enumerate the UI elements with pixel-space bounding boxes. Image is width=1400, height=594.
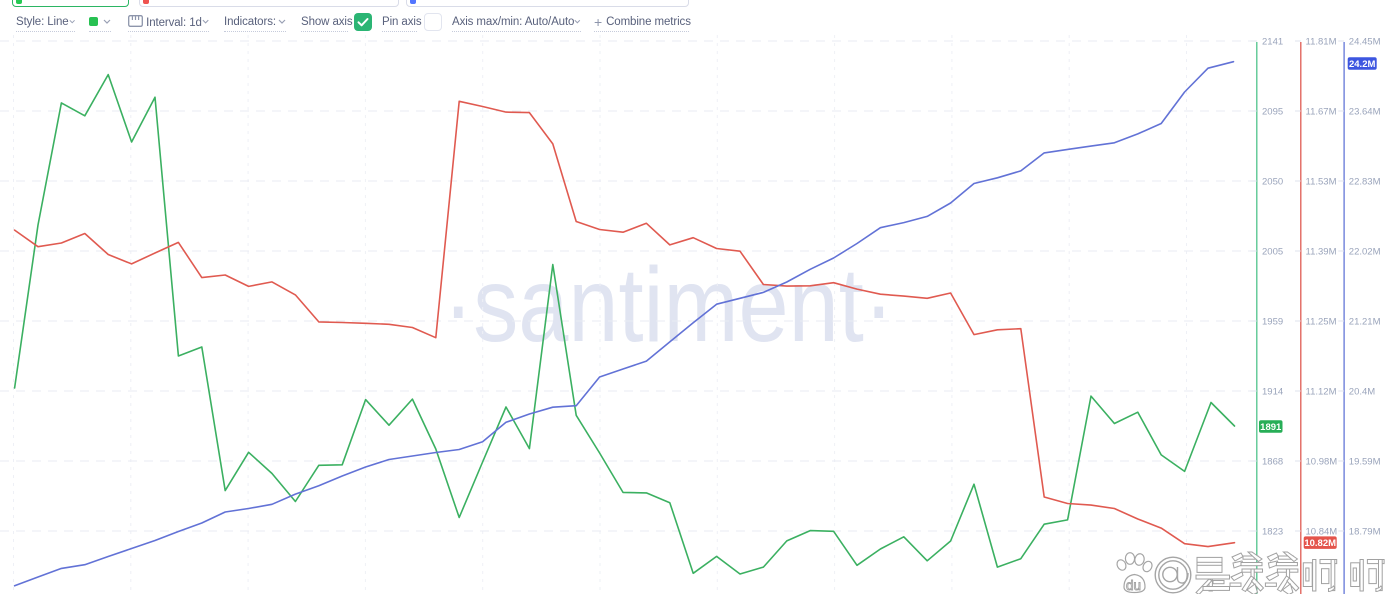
svg-text:23.64M: 23.64M [1349, 106, 1381, 117]
svg-text:2141: 2141 [1262, 36, 1283, 47]
svg-text:2005: 2005 [1262, 246, 1283, 257]
svg-text:1868: 1868 [1262, 456, 1283, 467]
svg-text:du: du [1126, 578, 1141, 593]
svg-text:21.21M: 21.21M [1349, 316, 1381, 327]
svg-text:11.53M: 11.53M [1306, 176, 1337, 187]
svg-text:1823: 1823 [1262, 526, 1283, 537]
svg-text:11.25M: 11.25M [1306, 316, 1337, 327]
svg-text:·santiment·: ·santiment· [443, 245, 894, 364]
svg-text:1914: 1914 [1262, 386, 1283, 397]
svg-text:11.67M: 11.67M [1306, 106, 1337, 117]
svg-text:20.4M: 20.4M [1349, 386, 1375, 397]
svg-text:11.81M: 11.81M [1306, 36, 1337, 47]
svg-text:10.84M: 10.84M [1306, 526, 1338, 537]
svg-text:22.02M: 22.02M [1349, 246, 1381, 257]
svg-text:2050: 2050 [1262, 176, 1283, 187]
svg-text:10.82M: 10.82M [1304, 538, 1336, 549]
svg-text:10.98M: 10.98M [1306, 456, 1338, 467]
svg-text:11.39M: 11.39M [1306, 246, 1337, 257]
svg-text:2095: 2095 [1262, 106, 1283, 117]
svg-text:11.12M: 11.12M [1306, 386, 1337, 397]
svg-text:24.45M: 24.45M [1349, 36, 1381, 47]
svg-text:19.59M: 19.59M [1349, 456, 1381, 467]
svg-text:1959: 1959 [1262, 316, 1283, 327]
svg-text:24.2M: 24.2M [1349, 59, 1375, 70]
svg-text:18.79M: 18.79M [1349, 526, 1381, 537]
svg-text:1891: 1891 [1260, 422, 1282, 433]
svg-text:22.83M: 22.83M [1349, 176, 1381, 187]
